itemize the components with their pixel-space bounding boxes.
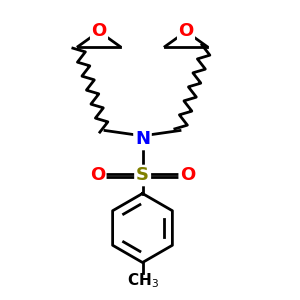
Text: O: O bbox=[180, 167, 195, 184]
Text: S: S bbox=[136, 167, 149, 184]
Text: O: O bbox=[90, 167, 105, 184]
Text: N: N bbox=[135, 130, 150, 148]
Text: CH$_3$: CH$_3$ bbox=[127, 271, 158, 290]
Text: O: O bbox=[178, 22, 194, 40]
Text: O: O bbox=[92, 22, 106, 40]
